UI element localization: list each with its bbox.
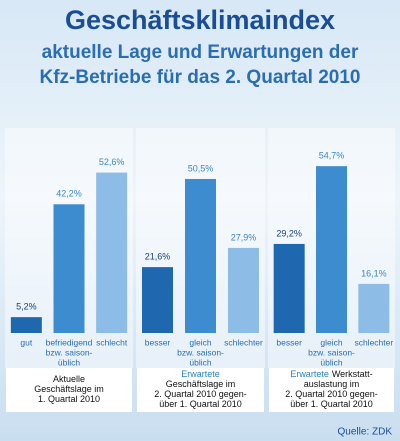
source: Quelle: ZDK [338, 427, 393, 438]
x-tick-label: schlecht [96, 337, 128, 347]
caption-part: 1. Quartal 2010 [38, 394, 100, 404]
bar [96, 172, 128, 333]
caption-part: Aktuelle [53, 374, 85, 384]
caption: Erwartete [181, 369, 220, 379]
bar [142, 267, 173, 333]
bar [228, 247, 259, 333]
x-tick-label: gleich [320, 337, 342, 347]
caption: 1. Quartal 2010 [38, 394, 100, 404]
value-label: 16,1% [361, 268, 387, 278]
caption-part: Erwartete [181, 369, 220, 379]
x-tick-label: schlechter [224, 337, 263, 347]
x-tick-label: besser [276, 337, 302, 347]
caption: 2. Quartal 2010 gegen- [285, 389, 378, 399]
bar [185, 178, 216, 333]
caption: Geschäftslage im [166, 379, 236, 389]
value-label: 54,7% [319, 151, 345, 161]
caption-part: 2. Quartal 2010 gegen- [154, 389, 247, 399]
caption-part: auslastung im [304, 379, 360, 389]
x-tick-label: üblich [320, 357, 342, 367]
caption-part: Geschäftslage im [166, 379, 236, 389]
caption-part: Geschäftslage im [34, 384, 104, 394]
bar [273, 243, 305, 333]
value-label: 29,2% [276, 228, 302, 238]
caption: Aktuelle [53, 374, 85, 384]
x-tick-label: bzw. saison- [177, 347, 224, 357]
value-label: 42,2% [56, 189, 82, 199]
bar [10, 317, 42, 333]
chart-title: Geschäftsklimaindex [65, 5, 335, 35]
x-tick-label: besser [145, 337, 171, 347]
bar [53, 204, 85, 333]
caption: Geschäftslage im [34, 384, 104, 394]
caption-part: über 1. Quartal 2010 [159, 399, 242, 409]
caption: auslastung im [304, 379, 360, 389]
x-tick-label: gut [20, 337, 32, 347]
subtitle: aktuelle Lage und Erwartungen der [42, 42, 359, 63]
caption-part: Werkstatt- [332, 369, 373, 379]
caption-part: 2. Quartal 2010 gegen- [285, 389, 378, 399]
caption: 2. Quartal 2010 gegen- [154, 389, 247, 399]
x-tick-label: gleich [189, 337, 211, 347]
caption-box [6, 368, 132, 412]
value-label: 52,6% [99, 157, 125, 167]
subtitle: Kfz-Betriebe für das 2. Quartal 2010 [40, 67, 361, 88]
x-tick-label: bzw. saison- [308, 347, 355, 357]
caption: über 1. Quartal 2010 [290, 399, 373, 409]
caption: über 1. Quartal 2010 [159, 399, 242, 409]
bar [358, 283, 390, 333]
value-label: 5,2% [16, 302, 37, 312]
caption-part: über 1. Quartal 2010 [290, 399, 373, 409]
caption: Erwartete Werkstatt- [290, 369, 372, 379]
caption-part: Erwartete [290, 369, 329, 379]
caption-box [269, 368, 394, 412]
x-tick-label: befriedigend [46, 337, 93, 347]
x-tick-label: bzw. saison- [46, 347, 93, 357]
x-tick-label: üblich [58, 357, 80, 367]
x-tick-label: üblich [189, 357, 211, 367]
caption-box [137, 368, 264, 412]
value-label: 21,6% [145, 251, 171, 261]
value-label: 27,9% [231, 232, 257, 242]
value-label: 50,5% [188, 163, 214, 173]
bar [316, 166, 347, 333]
x-tick-label: schlechter [354, 337, 393, 347]
